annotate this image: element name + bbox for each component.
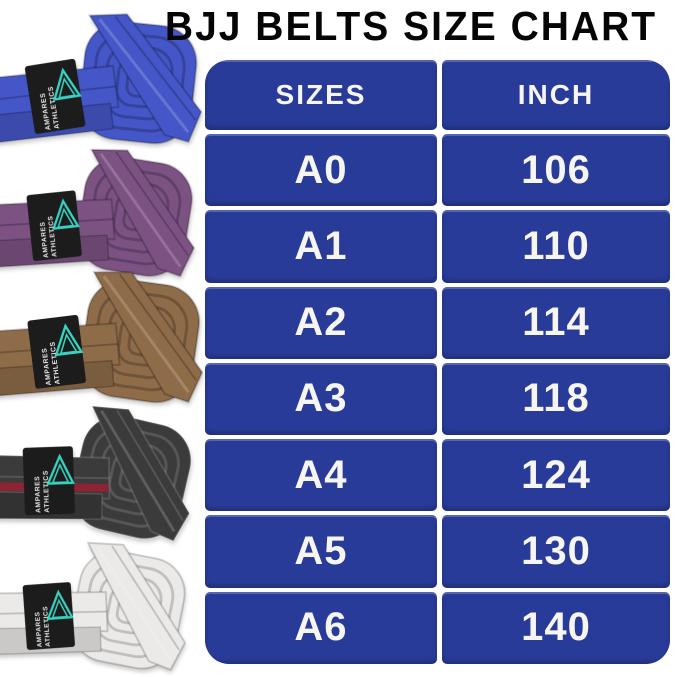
brand-label-line2: ATHLETICS (47, 85, 61, 129)
inch-cell: 124 (442, 439, 670, 512)
belt-tail (0, 64, 120, 144)
belt-tail (0, 454, 111, 520)
inch-cell: 140 (442, 591, 670, 664)
inch-cell: 130 (442, 515, 670, 588)
purple-belt: AMPARES ATHLETICS (0, 144, 203, 290)
belt-coil (77, 156, 193, 277)
brand-label-line2: ATHLETICS (42, 606, 52, 647)
belt-strap (92, 271, 204, 404)
size-cell: A2 (205, 286, 437, 359)
size-cell: A4 (205, 439, 437, 512)
belt-strap (90, 405, 191, 543)
belt-tail (0, 198, 116, 268)
brand-logo-icon (46, 589, 74, 621)
belt-coil (80, 278, 201, 404)
belt-strap (86, 541, 187, 671)
black-belt-photo: AMPARES ATHLETICS (0, 405, 192, 543)
size-cell: A0 (205, 134, 437, 207)
size-cell: A3 (205, 362, 437, 436)
column-header-inch: INCH (442, 60, 670, 130)
column-header-sizes: SIZES (205, 60, 437, 130)
brand-label-line1: AMPARES (34, 476, 42, 513)
brown-belt: AMPARES ATHLETICS (0, 271, 210, 413)
size-cell: A5 (205, 515, 437, 588)
brand-label-line2: ATHLETICS (49, 341, 61, 385)
brand-label-line1: AMPARES (39, 221, 50, 258)
brand-logo-icon (52, 67, 82, 101)
brand-logo-icon (46, 453, 75, 485)
black-belt: AMPARES ATHLETICS (0, 395, 206, 555)
inch-cell: 106 (442, 134, 670, 207)
size-cell: A1 (205, 210, 437, 283)
belt-coil (70, 550, 186, 670)
brand-logo-icon (54, 323, 84, 357)
size-table: SIZES INCH A0 106 A1 110 A2 114 A3 118 A4 124 A5 130 A… (205, 60, 670, 664)
brand-label-line1: AMPARES (40, 92, 53, 131)
belt-tail (0, 322, 121, 397)
belt-coil (71, 414, 192, 540)
brand-logo-icon (51, 198, 80, 230)
belt-tail (0, 591, 109, 656)
brand-label-line2: ATHLETICS (47, 215, 58, 257)
brand-label-line1: AMPARES (41, 347, 53, 385)
brand-label-line1: AMPARES (34, 611, 43, 647)
belt-strap (89, 148, 196, 278)
white-belt: AMPARES ATHLETICS (0, 533, 198, 677)
brand-label-line2: ATHLETICS (43, 470, 51, 513)
inch-cell: 114 (442, 286, 670, 359)
size-cell: A6 (205, 591, 437, 664)
inch-cell: 118 (442, 362, 670, 436)
inch-cell: 110 (442, 210, 670, 283)
page-title: BJJ BELTS SIZE CHART (164, 4, 658, 50)
